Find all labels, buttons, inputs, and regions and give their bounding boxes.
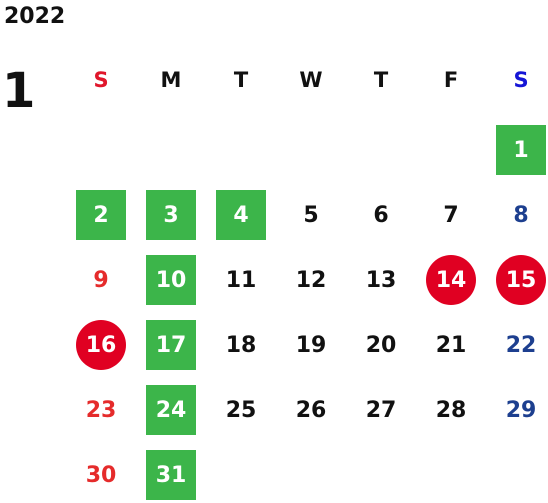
day-cell-27[interactable]: 27 — [365, 397, 397, 423]
day-cell-25[interactable]: 25 — [225, 397, 257, 423]
day-cell-20[interactable]: 20 — [365, 332, 397, 358]
weekday-header-wed: W — [299, 68, 323, 92]
day-cell-1[interactable]: 1 — [496, 125, 546, 175]
day-cell-24[interactable]: 24 — [146, 385, 196, 435]
weekday-header-sat: S — [513, 68, 529, 92]
day-cell-22[interactable]: 22 — [505, 332, 537, 358]
day-cell-3[interactable]: 3 — [146, 190, 196, 240]
weekday-header-fri: F — [443, 68, 459, 92]
month-number: 1 — [2, 63, 36, 119]
day-cell-2[interactable]: 2 — [76, 190, 126, 240]
day-cell-9[interactable]: 9 — [93, 267, 109, 293]
day-cell-30[interactable]: 30 — [85, 462, 117, 488]
day-cell-7[interactable]: 7 — [443, 202, 459, 228]
weekday-header-tue: T — [233, 68, 249, 92]
year-label: 2022 — [4, 4, 66, 29]
day-cell-14[interactable]: 14 — [426, 255, 476, 305]
day-cell-15[interactable]: 15 — [496, 255, 546, 305]
day-cell-18[interactable]: 18 — [225, 332, 257, 358]
day-cell-17[interactable]: 17 — [146, 320, 196, 370]
day-cell-13[interactable]: 13 — [365, 267, 397, 293]
day-cell-12[interactable]: 12 — [295, 267, 327, 293]
day-cell-26[interactable]: 26 — [295, 397, 327, 423]
day-cell-31[interactable]: 31 — [146, 450, 196, 500]
day-cell-4[interactable]: 4 — [216, 190, 266, 240]
day-cell-16[interactable]: 16 — [76, 320, 126, 370]
weekday-header-mon: M — [160, 68, 182, 92]
day-cell-5[interactable]: 5 — [303, 202, 319, 228]
day-cell-10[interactable]: 10 — [146, 255, 196, 305]
weekday-header-thu: T — [373, 68, 389, 92]
day-cell-29[interactable]: 29 — [505, 397, 537, 423]
day-cell-21[interactable]: 21 — [435, 332, 467, 358]
day-cell-28[interactable]: 28 — [435, 397, 467, 423]
day-cell-6[interactable]: 6 — [373, 202, 389, 228]
day-cell-11[interactable]: 11 — [225, 267, 257, 293]
day-cell-19[interactable]: 19 — [295, 332, 327, 358]
day-cell-8[interactable]: 8 — [513, 202, 529, 228]
weekday-header-sun: S — [93, 68, 109, 92]
day-cell-23[interactable]: 23 — [85, 397, 117, 423]
